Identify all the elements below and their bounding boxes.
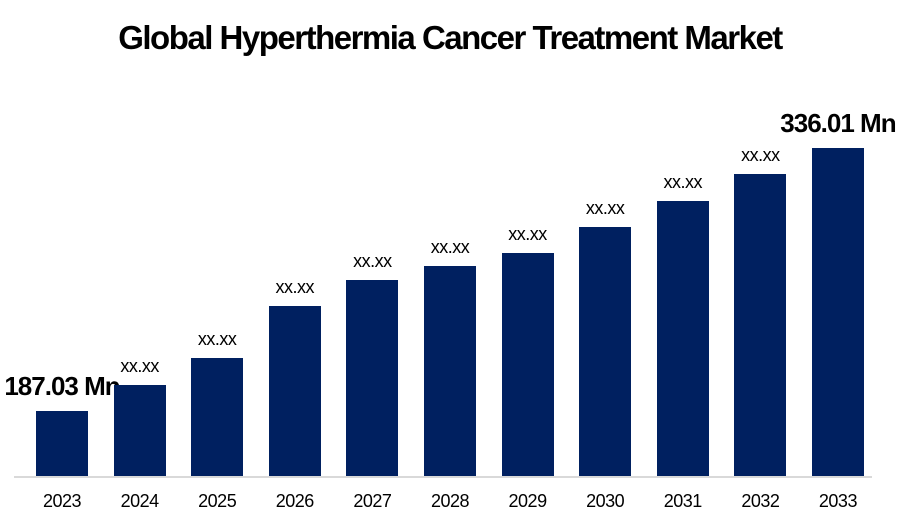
bar-2027: xx.xx 2027	[346, 252, 399, 510]
x-axis-line	[14, 476, 872, 478]
x-axis-tick-label: 2025	[198, 491, 237, 511]
bar-value-label: xx.xx	[663, 172, 703, 192]
bar-2033: 336.01 Mn 2033	[780, 110, 896, 510]
bar-plot-area: 187.03 Mn 2023 xx.xx 2024 xx.xx 2025 xx.xx 2026…	[4, 110, 896, 510]
bar-value-label: xx.xx	[508, 224, 547, 244]
bar-value-label: xx.xx	[585, 198, 625, 218]
x-axis-tick-label: 2026	[275, 491, 315, 511]
x-axis-tick-label: 2023	[42, 491, 82, 511]
bar-2031: xx.xx 2031	[656, 173, 709, 510]
bar-value-label: 336.01 Mn	[780, 108, 896, 138]
x-axis-tick-label: 2033	[818, 491, 858, 511]
bar-2028: xx.xx 2028	[423, 238, 476, 510]
bar-2029: xx.xx 2029	[501, 225, 554, 510]
bar-2026: xx.xx 2026	[268, 278, 321, 510]
bar-2032: xx.xx 2032	[734, 146, 787, 510]
x-axis-tick-label: 2029	[508, 491, 548, 511]
bar-2023: 187.03 Mn 2023	[4, 373, 120, 510]
bar-2025: xx.xx 2025	[191, 330, 244, 510]
bar-2024: xx.xx 2024	[113, 357, 166, 510]
x-axis-tick-label: 2030	[586, 491, 625, 511]
bar-value-label: xx.xx	[430, 237, 470, 257]
x-axis-tick-label: 2032	[741, 491, 780, 511]
bar-value-label: xx.xx	[353, 251, 392, 271]
x-axis-tick-label: 2024	[120, 491, 160, 511]
bar-value-label: xx.xx	[275, 277, 315, 297]
x-axis-tick-label: 2028	[430, 491, 470, 511]
bar-value-label: 187.03 Mn	[4, 371, 120, 401]
bar-value-label: xx.xx	[741, 145, 780, 165]
x-axis-tick-label: 2027	[353, 491, 392, 511]
x-axis-tick-label: 2031	[663, 491, 703, 511]
bar-value-label: xx.xx	[120, 356, 159, 376]
chart-title: Global Hyperthermia Cancer Treatment Mar…	[118, 19, 783, 56]
bar-value-label: xx.xx	[197, 329, 237, 349]
bar-2030: xx.xx 2030	[579, 199, 632, 510]
